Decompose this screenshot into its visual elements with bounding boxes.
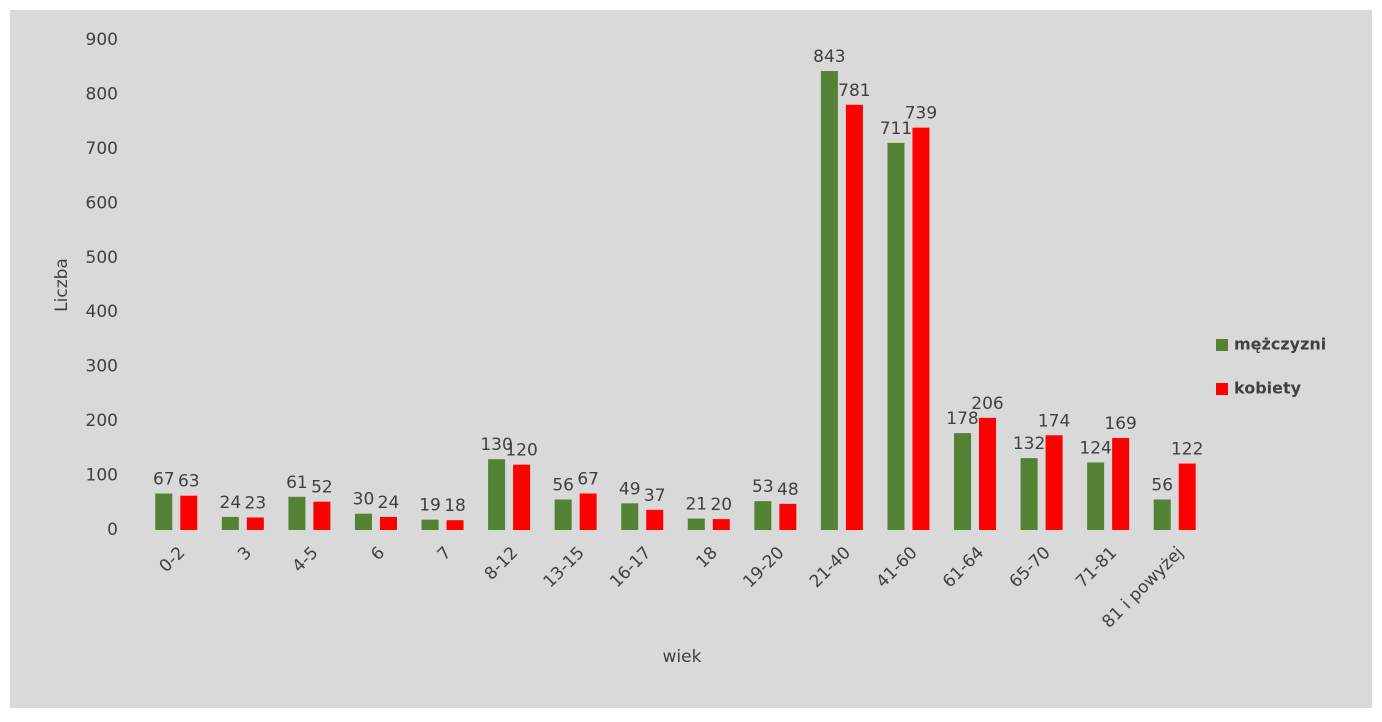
legend-swatch [1216, 383, 1228, 395]
legend-label: mężczyzni [1234, 335, 1326, 354]
bar [646, 509, 664, 530]
data-label: 30 [353, 490, 375, 510]
bar [313, 501, 331, 530]
data-label: 130 [480, 435, 512, 455]
data-label: 781 [838, 81, 870, 101]
y-tick-label: 700 [86, 139, 118, 159]
bar [845, 104, 863, 531]
data-label: 56 [1151, 476, 1173, 496]
data-label: 61 [286, 473, 308, 493]
chart-background [10, 10, 1372, 708]
bar [554, 499, 572, 530]
bar [979, 417, 997, 530]
data-label: 174 [1038, 411, 1070, 431]
x-axis-title: wiek [663, 647, 702, 667]
bar [421, 519, 439, 530]
data-label: 49 [619, 479, 641, 499]
data-label: 206 [971, 394, 1003, 414]
data-label: 53 [752, 477, 774, 497]
data-label: 21 [685, 495, 707, 515]
data-label: 24 [378, 493, 400, 513]
bar [1153, 499, 1171, 530]
data-label: 120 [505, 441, 537, 461]
bar [954, 433, 972, 530]
bar [712, 519, 730, 530]
data-label: 178 [946, 409, 978, 429]
bar [579, 493, 597, 530]
y-tick-label: 0 [107, 520, 118, 540]
bar [1045, 435, 1063, 530]
bar [513, 464, 531, 530]
data-label: 52 [311, 478, 333, 498]
data-label: 24 [220, 493, 242, 513]
y-axis-title: Liczba [52, 258, 72, 312]
data-label: 122 [1171, 440, 1203, 460]
y-tick-label: 200 [86, 411, 118, 431]
data-label: 843 [813, 47, 845, 67]
y-tick-label: 800 [86, 84, 118, 104]
bar [246, 517, 264, 530]
y-tick-label: 400 [86, 302, 118, 322]
bar [820, 71, 838, 531]
bar [446, 520, 464, 530]
data-label: 23 [245, 493, 267, 513]
y-tick-label: 500 [86, 248, 118, 268]
y-tick-label: 300 [86, 357, 118, 377]
bar [779, 503, 797, 530]
bar [754, 501, 772, 530]
bar [887, 142, 905, 530]
data-label: 711 [880, 119, 912, 139]
bar [912, 127, 930, 531]
legend-label: kobiety [1234, 379, 1302, 398]
bar [354, 513, 372, 530]
bar [155, 493, 173, 530]
bar [1112, 437, 1130, 530]
data-label: 124 [1079, 438, 1111, 458]
data-label: 132 [1013, 434, 1045, 454]
bar [288, 496, 306, 530]
y-tick-label: 100 [86, 466, 118, 486]
data-label: 19 [419, 496, 441, 516]
data-label: 67 [153, 470, 175, 490]
data-label: 739 [905, 104, 937, 124]
bar [488, 459, 506, 530]
data-label: 18 [444, 496, 466, 516]
bar [379, 516, 397, 530]
bar [180, 495, 198, 530]
data-label: 169 [1104, 414, 1136, 434]
bar [621, 503, 639, 530]
bar [1178, 463, 1196, 530]
data-label: 56 [552, 476, 574, 496]
bar [1020, 458, 1038, 530]
data-label: 20 [710, 495, 732, 515]
y-tick-label: 900 [86, 30, 118, 50]
y-tick-label: 600 [86, 193, 118, 213]
data-label: 63 [178, 472, 200, 492]
data-label: 67 [577, 470, 599, 490]
legend-swatch [1216, 339, 1228, 351]
data-label: 37 [644, 486, 666, 506]
data-label: 48 [777, 480, 799, 500]
bar [687, 518, 705, 530]
bar [221, 516, 239, 530]
bar [1087, 462, 1105, 530]
